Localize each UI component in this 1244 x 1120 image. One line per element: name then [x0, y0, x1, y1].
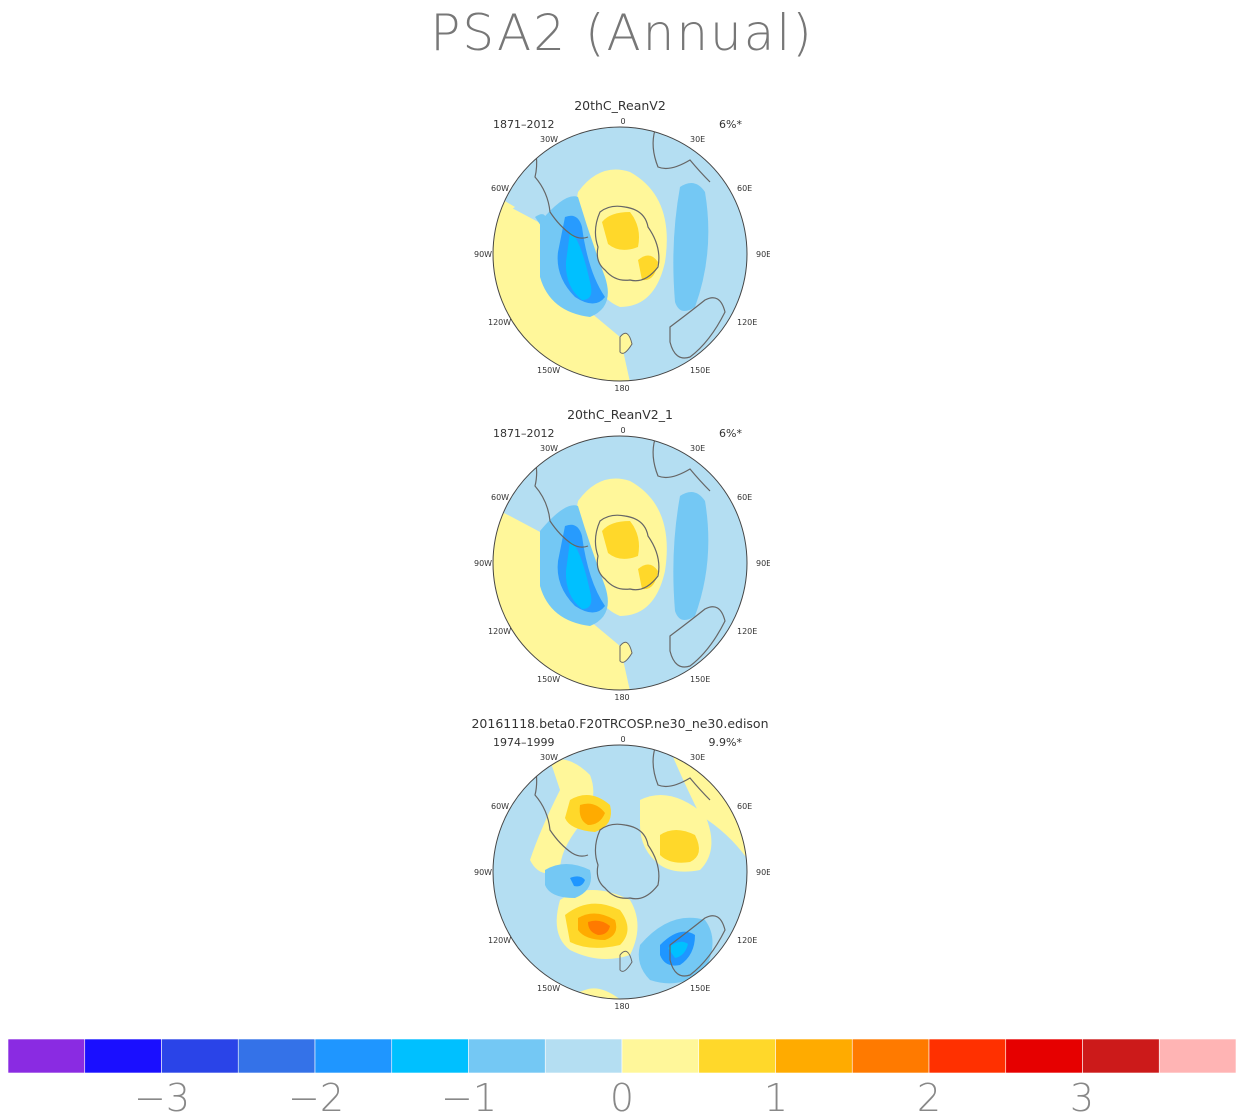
polar-map-2: 0 30E 60E 90E 120E 150E 180 150W 120W 90… — [474, 426, 770, 702]
lon-30w: 30W — [540, 753, 558, 762]
lon-150e: 150E — [690, 366, 710, 375]
lon-120e: 120E — [737, 627, 757, 636]
colorbar-tick: 0 — [609, 1076, 635, 1120]
colorbar-box — [1082, 1039, 1160, 1073]
colorbar-tick: −3 — [133, 1076, 191, 1120]
polar-map-3: 0 30E 60E 90E 120E 150E 180 150W 120W 90… — [474, 735, 770, 1011]
lon-60e: 60E — [737, 802, 752, 811]
lon-150e: 150E — [690, 675, 710, 684]
colorbar-box — [851, 1039, 930, 1073]
colorbar-tick: 2 — [916, 1076, 942, 1120]
panel-title: 20161118.beta0.F20TRCOSP.ne30_ne30.ediso… — [471, 716, 769, 731]
lon-150e: 150E — [690, 984, 710, 993]
colorbar-box — [621, 1039, 700, 1073]
polar-map-1: 0 30E 60E 90E 120E 150E 180 150W 120W 90… — [474, 117, 770, 393]
panel-years: 1871–2012 — [493, 427, 555, 440]
colorbar-box — [698, 1039, 776, 1073]
lon-180: 180 — [614, 693, 629, 702]
lon-90e: 90E — [756, 868, 770, 877]
lon-90w: 90W — [474, 868, 492, 877]
colorbar-ticks: −3 −2 −1 0 1 2 3 — [0, 1076, 1244, 1120]
colorbar-box — [84, 1039, 162, 1073]
lon-90e: 90E — [756, 559, 770, 568]
lon-0: 0 — [620, 117, 625, 126]
panel-variance: 6%* — [719, 427, 742, 440]
lon-30e: 30E — [690, 135, 705, 144]
panel-years: 1871–2012 — [493, 118, 555, 131]
colorbar-tick: 1 — [763, 1076, 789, 1120]
lon-60e: 60E — [737, 184, 752, 193]
colorbar — [8, 1039, 1236, 1073]
colorbar-tick: 3 — [1069, 1076, 1095, 1120]
lon-150w: 150W — [537, 675, 560, 684]
map-panel-2: 20thC_ReanV2_1 1871–2012 6%* 0 30E 60E — [470, 407, 770, 702]
colorbar-tick: −2 — [287, 1076, 345, 1120]
longitude-labels: 0 30E 60E 90E 120E 150E 180 150W 120W 90… — [474, 735, 770, 1011]
colorbar-box — [1158, 1039, 1236, 1073]
lon-150w: 150W — [537, 366, 560, 375]
lon-150w: 150W — [537, 984, 560, 993]
colorbar-box — [1005, 1039, 1083, 1073]
lon-30w: 30W — [540, 135, 558, 144]
colorbar-box — [237, 1039, 316, 1073]
colorbar-box — [8, 1039, 86, 1073]
colorbar-box — [468, 1039, 546, 1073]
lon-30e: 30E — [690, 753, 705, 762]
map-panel-1: 20thC_ReanV2 1871–2012 6%* 0 30E — [470, 98, 770, 393]
lon-0: 0 — [620, 735, 625, 744]
lon-120w: 120W — [488, 936, 511, 945]
lon-120w: 120W — [488, 318, 511, 327]
colorbar-box — [391, 1039, 469, 1073]
lon-60w: 60W — [491, 184, 509, 193]
lon-90w: 90W — [474, 250, 492, 259]
lon-30w: 30W — [540, 444, 558, 453]
longitude-labels: 0 30E 60E 90E 120E 150E 180 150W 120W 90… — [474, 426, 770, 702]
lon-180: 180 — [614, 384, 629, 393]
colorbar-box — [928, 1039, 1007, 1073]
figure-title: PSA2 (Annual) — [430, 4, 814, 62]
colorbar-box — [775, 1039, 853, 1073]
longitude-labels: 0 30E 60E 90E 120E 150E 180 150W 120W 90… — [474, 117, 770, 393]
lon-60e: 60E — [737, 493, 752, 502]
panel-variance: 6%* — [719, 118, 742, 131]
colorbar-box — [544, 1039, 623, 1073]
lon-0: 0 — [620, 426, 625, 435]
colorbar-tick: −1 — [440, 1076, 498, 1120]
lon-120e: 120E — [737, 936, 757, 945]
lon-120w: 120W — [488, 627, 511, 636]
panel-variance: 9.9%* — [708, 736, 742, 749]
colorbar-box — [161, 1039, 239, 1073]
panel-title: 20thC_ReanV2 — [574, 98, 666, 113]
lon-90w: 90W — [474, 559, 492, 568]
lon-120e: 120E — [737, 318, 757, 327]
panel-title: 20thC_ReanV2_1 — [567, 407, 673, 422]
panel-years: 1974–1999 — [493, 736, 555, 749]
colorbar-box — [314, 1039, 393, 1073]
lon-60w: 60W — [491, 802, 509, 811]
lon-180: 180 — [614, 1002, 629, 1011]
lon-30e: 30E — [690, 444, 705, 453]
map-panel-3: 20161118.beta0.F20TRCOSP.ne30_ne30.ediso… — [470, 716, 770, 1011]
lon-60w: 60W — [491, 493, 509, 502]
lon-90e: 90E — [756, 250, 770, 259]
